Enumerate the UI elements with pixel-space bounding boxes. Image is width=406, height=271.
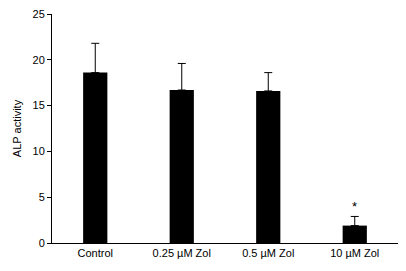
svg-text:25: 25 <box>33 8 45 20</box>
svg-text:Control: Control <box>78 247 113 259</box>
svg-text:10: 10 <box>33 145 45 157</box>
svg-text:15: 15 <box>33 99 45 111</box>
svg-text:10 µM Zol: 10 µM Zol <box>330 247 379 259</box>
svg-text:0: 0 <box>39 237 45 249</box>
svg-text:0.5 µM Zol: 0.5 µM Zol <box>242 247 294 259</box>
svg-text:0.25 µM Zol: 0.25 µM Zol <box>153 247 211 259</box>
svg-text:ALP activity: ALP activity <box>11 99 23 157</box>
svg-text:*: * <box>352 199 357 214</box>
svg-text:20: 20 <box>33 54 45 66</box>
svg-text:5: 5 <box>39 191 45 203</box>
